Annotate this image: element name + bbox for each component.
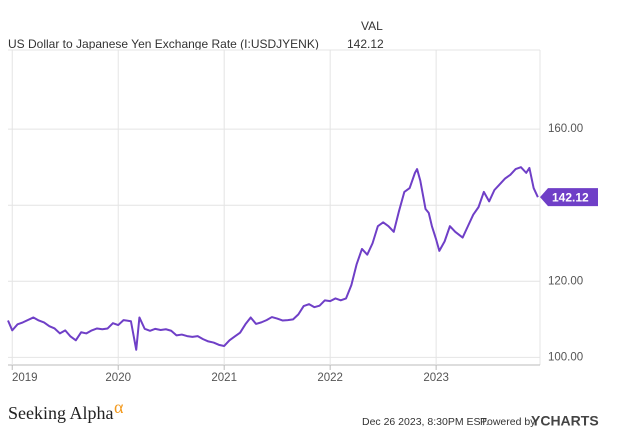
value-tag <box>540 188 598 207</box>
x-tick-label: 2022 <box>317 372 343 384</box>
y-tick-label: 120.00 <box>548 275 583 287</box>
timestamp: Dec 26 2023, 8:30PM EST. <box>362 416 489 428</box>
y-tick-label: 160.00 <box>548 123 583 135</box>
x-tick-label: 2021 <box>211 372 237 384</box>
powered-by: Powered by <box>480 416 536 428</box>
legend-series: US Dollar to Japanese Yen Exchange Rate … <box>8 37 319 51</box>
legend-header: VAL <box>361 19 383 33</box>
y-tick-label: 100.00 <box>548 351 583 363</box>
brand: Seeking Alpha <box>8 403 114 423</box>
brand-mark: α <box>114 397 124 417</box>
series-line <box>7 166 539 351</box>
legend-value: 142.12 <box>347 37 384 51</box>
x-tick-label: 2023 <box>423 372 449 384</box>
value-tag-label: 142.12 <box>552 190 589 204</box>
x-tick-label: 2020 <box>105 372 131 384</box>
x-tick-label: 2019 <box>12 372 38 384</box>
provider: YCHARTS <box>531 413 599 429</box>
